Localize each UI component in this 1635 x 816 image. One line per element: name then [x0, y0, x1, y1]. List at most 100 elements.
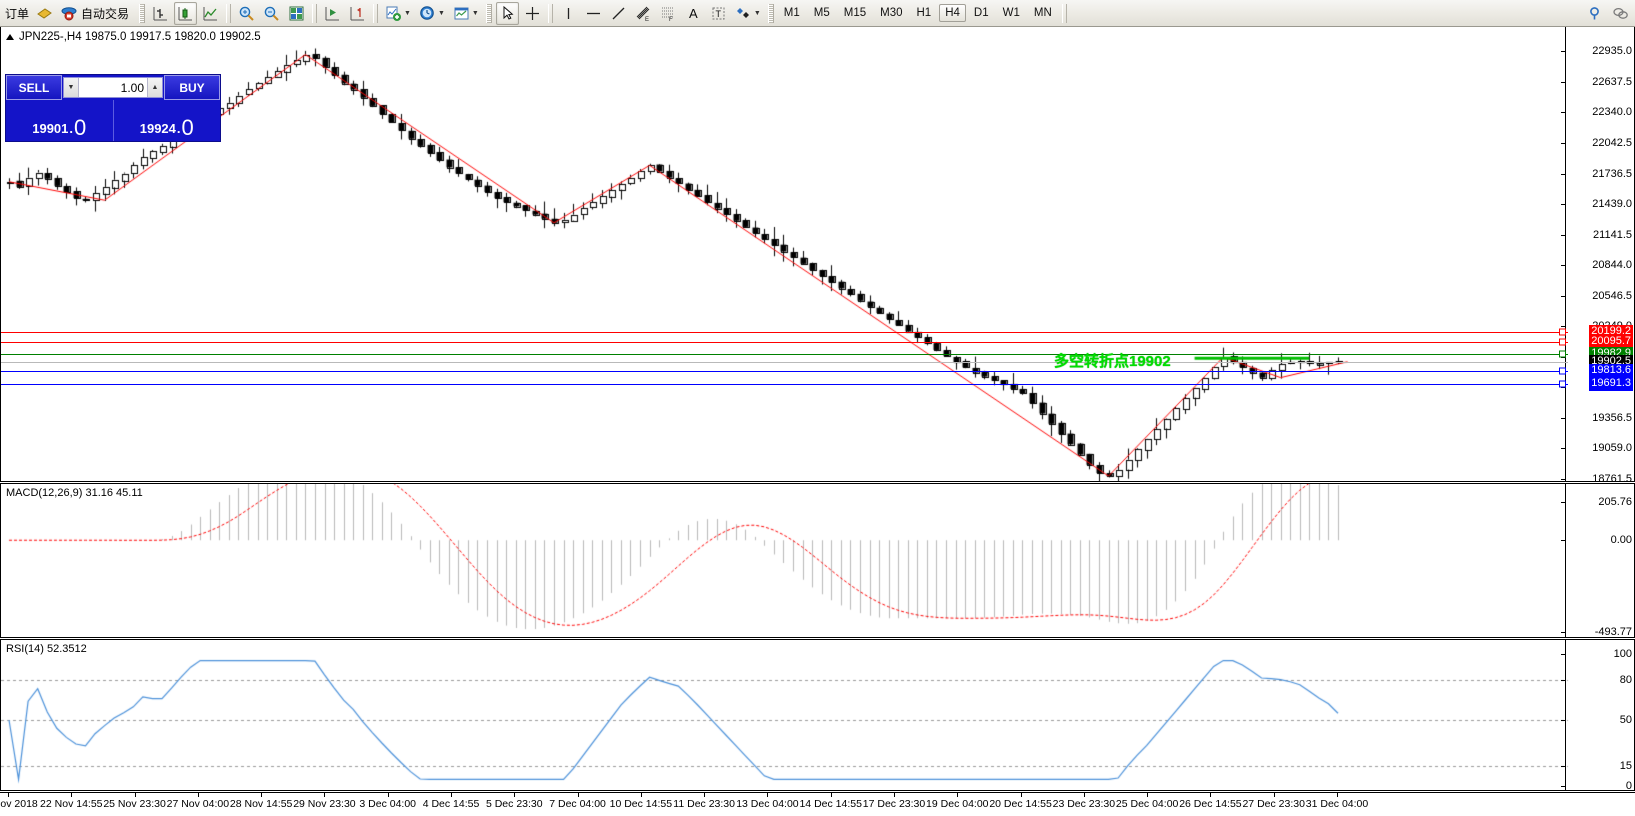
- text-label-glyph: A: [689, 5, 698, 21]
- price-tick: [1561, 417, 1566, 419]
- time-tick-label: 27 Dec 23:30: [1242, 798, 1305, 810]
- time-tick-label: 3 Dec 04:00: [359, 798, 417, 810]
- crosshair-cursor-icon[interactable]: [521, 2, 544, 25]
- price-tick: [1561, 387, 1566, 389]
- price-tick-label: 20844.0: [1592, 259, 1632, 272]
- rsi-tick-label: 0: [1625, 780, 1632, 792]
- volume-input[interactable]: 1.00: [120, 80, 144, 95]
- pointer-cursor-icon[interactable]: [495, 1, 519, 25]
- macd-canvas[interactable]: [1, 484, 1635, 639]
- timeframe-mn[interactable]: MN: [1033, 7, 1052, 19]
- trendline-icon[interactable]: [607, 2, 630, 25]
- text-box-icon[interactable]: T: [707, 2, 730, 25]
- timeframe-w1[interactable]: W1: [1002, 7, 1020, 19]
- auto-scroll-icon[interactable]: [321, 2, 344, 25]
- chevron-down-icon[interactable]: ▼: [471, 9, 479, 17]
- price-tick-label: 18761.5: [1592, 473, 1632, 485]
- price-tick: [1561, 295, 1566, 297]
- chevron-down-icon[interactable]: ▼: [437, 9, 445, 17]
- time-tick: [8, 793, 9, 797]
- trade-panel-top: SELL ▼ 1.00 ▲ BUY: [6, 75, 220, 100]
- toolbar-grip-3[interactable]: [767, 3, 774, 23]
- buy-price[interactable]: 19924 . 0: [113, 100, 220, 141]
- price-level-tag[interactable]: 19813.6: [1589, 364, 1633, 379]
- time-tick-label: 5 Dec 23:30: [485, 798, 543, 810]
- macd-label: MACD(12,26,9) 31.16 45.11: [6, 487, 143, 499]
- price-level-handle[interactable]: [1559, 367, 1566, 375]
- time-tick: [451, 793, 452, 797]
- price-tick: [1561, 112, 1566, 114]
- macd-pane[interactable]: MACD(12,26,9) 31.16 45.11 205.76 0.00 -493…: [0, 483, 1635, 639]
- chart-shift-icon[interactable]: [346, 2, 369, 25]
- shapes-icon[interactable]: ▼: [732, 2, 764, 25]
- sell-price[interactable]: 19901 . 0: [6, 100, 114, 141]
- vertical-line-icon[interactable]: [557, 2, 580, 25]
- price-level-handle[interactable]: [1559, 328, 1566, 336]
- autotrading-button[interactable]: 自动交易: [58, 2, 135, 25]
- price-level-tag[interactable]: 19691.3: [1589, 376, 1633, 391]
- chevron-down-icon[interactable]: ▼: [404, 9, 411, 17]
- timeframe-m5[interactable]: M5: [813, 7, 830, 19]
- line-chart-icon[interactable]: [199, 2, 222, 25]
- rsi-axis-line: [1565, 640, 1566, 790]
- bar-chart-icon[interactable]: [149, 2, 172, 25]
- price-level-line[interactable]: [1, 331, 1568, 333]
- volume-increase-button[interactable]: ▲: [147, 78, 162, 97]
- rsi-canvas[interactable]: [1, 640, 1635, 792]
- price-level-line[interactable]: [1, 342, 1568, 344]
- buy-button[interactable]: BUY: [164, 75, 220, 100]
- search-icon[interactable]: [1584, 2, 1607, 25]
- price-tick-label: 21439.0: [1592, 198, 1632, 211]
- timeframe-m1[interactable]: M1: [783, 7, 800, 19]
- volume-stepper[interactable]: ▼ 1.00 ▲: [63, 77, 163, 98]
- chat-icon[interactable]: [1609, 2, 1632, 25]
- toolbar-grip-1[interactable]: [139, 3, 146, 23]
- rsi-tick-label: 100: [1613, 648, 1632, 660]
- sell-button[interactable]: SELL: [6, 75, 62, 100]
- price-level-line[interactable]: [1, 353, 1568, 355]
- timeframe-d1[interactable]: D1: [973, 7, 989, 19]
- toolbar-grip-2[interactable]: [485, 3, 492, 23]
- price-tick: [1561, 173, 1566, 175]
- zoom-in-icon[interactable]: [235, 2, 258, 25]
- rsi-label: RSI(14) 52.3512: [6, 643, 87, 655]
- add-indicator-icon[interactable]: ▼: [382, 2, 414, 25]
- horizontal-line-icon[interactable]: [582, 2, 605, 25]
- templates-icon[interactable]: ▼: [450, 2, 482, 25]
- price-level-line[interactable]: [1, 371, 1568, 373]
- wallet-icon[interactable]: [33, 2, 56, 25]
- timeframe-m15[interactable]: M15: [843, 7, 867, 19]
- candlestick-chart-icon[interactable]: [174, 1, 198, 25]
- rsi-pane[interactable]: RSI(14) 52.3512 100 80 50 15 0: [0, 639, 1635, 792]
- time-tick-label: 21 Nov 2018: [0, 798, 38, 810]
- tile-windows-icon[interactable]: [285, 2, 308, 25]
- chevron-down-icon[interactable]: ▼: [753, 9, 761, 17]
- price-level-handle[interactable]: [1559, 338, 1566, 346]
- time-tick: [1273, 793, 1275, 797]
- price-canvas[interactable]: [1, 27, 1635, 482]
- price-level-line[interactable]: [1, 383, 1568, 385]
- rsi-tick-label: 80: [1619, 674, 1632, 687]
- collapse-arrow-icon[interactable]: [6, 34, 14, 40]
- rsi-tick-label: 50: [1619, 714, 1632, 726]
- one-click-trading-panel[interactable]: SELL ▼ 1.00 ▲ BUY 19901 . 0 19924 . 0: [5, 74, 221, 142]
- price-level-tag[interactable]: 20199.2: [1589, 324, 1633, 339]
- volume-decrease-button[interactable]: ▼: [64, 78, 79, 97]
- price-level-handle[interactable]: [1559, 350, 1566, 358]
- text-label-icon[interactable]: A: [682, 2, 705, 25]
- macd-axis-line: [1565, 484, 1566, 637]
- fibonacci-retracement-icon[interactable]: F: [657, 2, 680, 25]
- price-pane[interactable]: JPN225-,H4 19875.0 19917.5 19820.0 19902…: [0, 27, 1635, 485]
- timeframe-m30[interactable]: M30: [880, 7, 903, 19]
- price-level-tag[interactable]: 20095.7: [1589, 335, 1633, 350]
- timeframe-h4[interactable]: H4: [939, 4, 966, 22]
- time-tick: [1147, 793, 1149, 797]
- price-level-handle[interactable]: [1559, 380, 1566, 388]
- period-clock-icon[interactable]: ▼: [416, 2, 448, 25]
- zoom-out-icon[interactable]: [260, 2, 283, 25]
- price-level-line[interactable]: [1, 361, 1568, 363]
- equidistant-channel-icon[interactable]: E: [632, 2, 655, 25]
- chart-area[interactable]: JPN225-,H4 19875.0 19917.5 19820.0 19902…: [0, 27, 1635, 816]
- timeframe-h1[interactable]: H1: [916, 7, 932, 19]
